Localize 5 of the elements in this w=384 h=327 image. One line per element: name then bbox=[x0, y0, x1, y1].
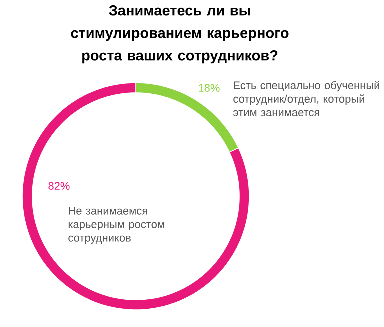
chart-title: Занимаетесь ли вы стимулированием карьерного роста ваших сотрудников? bbox=[71, 6, 289, 64]
slice-label: Есть специально обученный сотрудник/отдел, который этим занимается bbox=[234, 81, 380, 116]
data-label: 82% bbox=[48, 182, 70, 190]
data-label: 18% bbox=[199, 84, 220, 92]
slice-label: Не занимаемся карьерным ростом сотрудников bbox=[68, 207, 164, 244]
